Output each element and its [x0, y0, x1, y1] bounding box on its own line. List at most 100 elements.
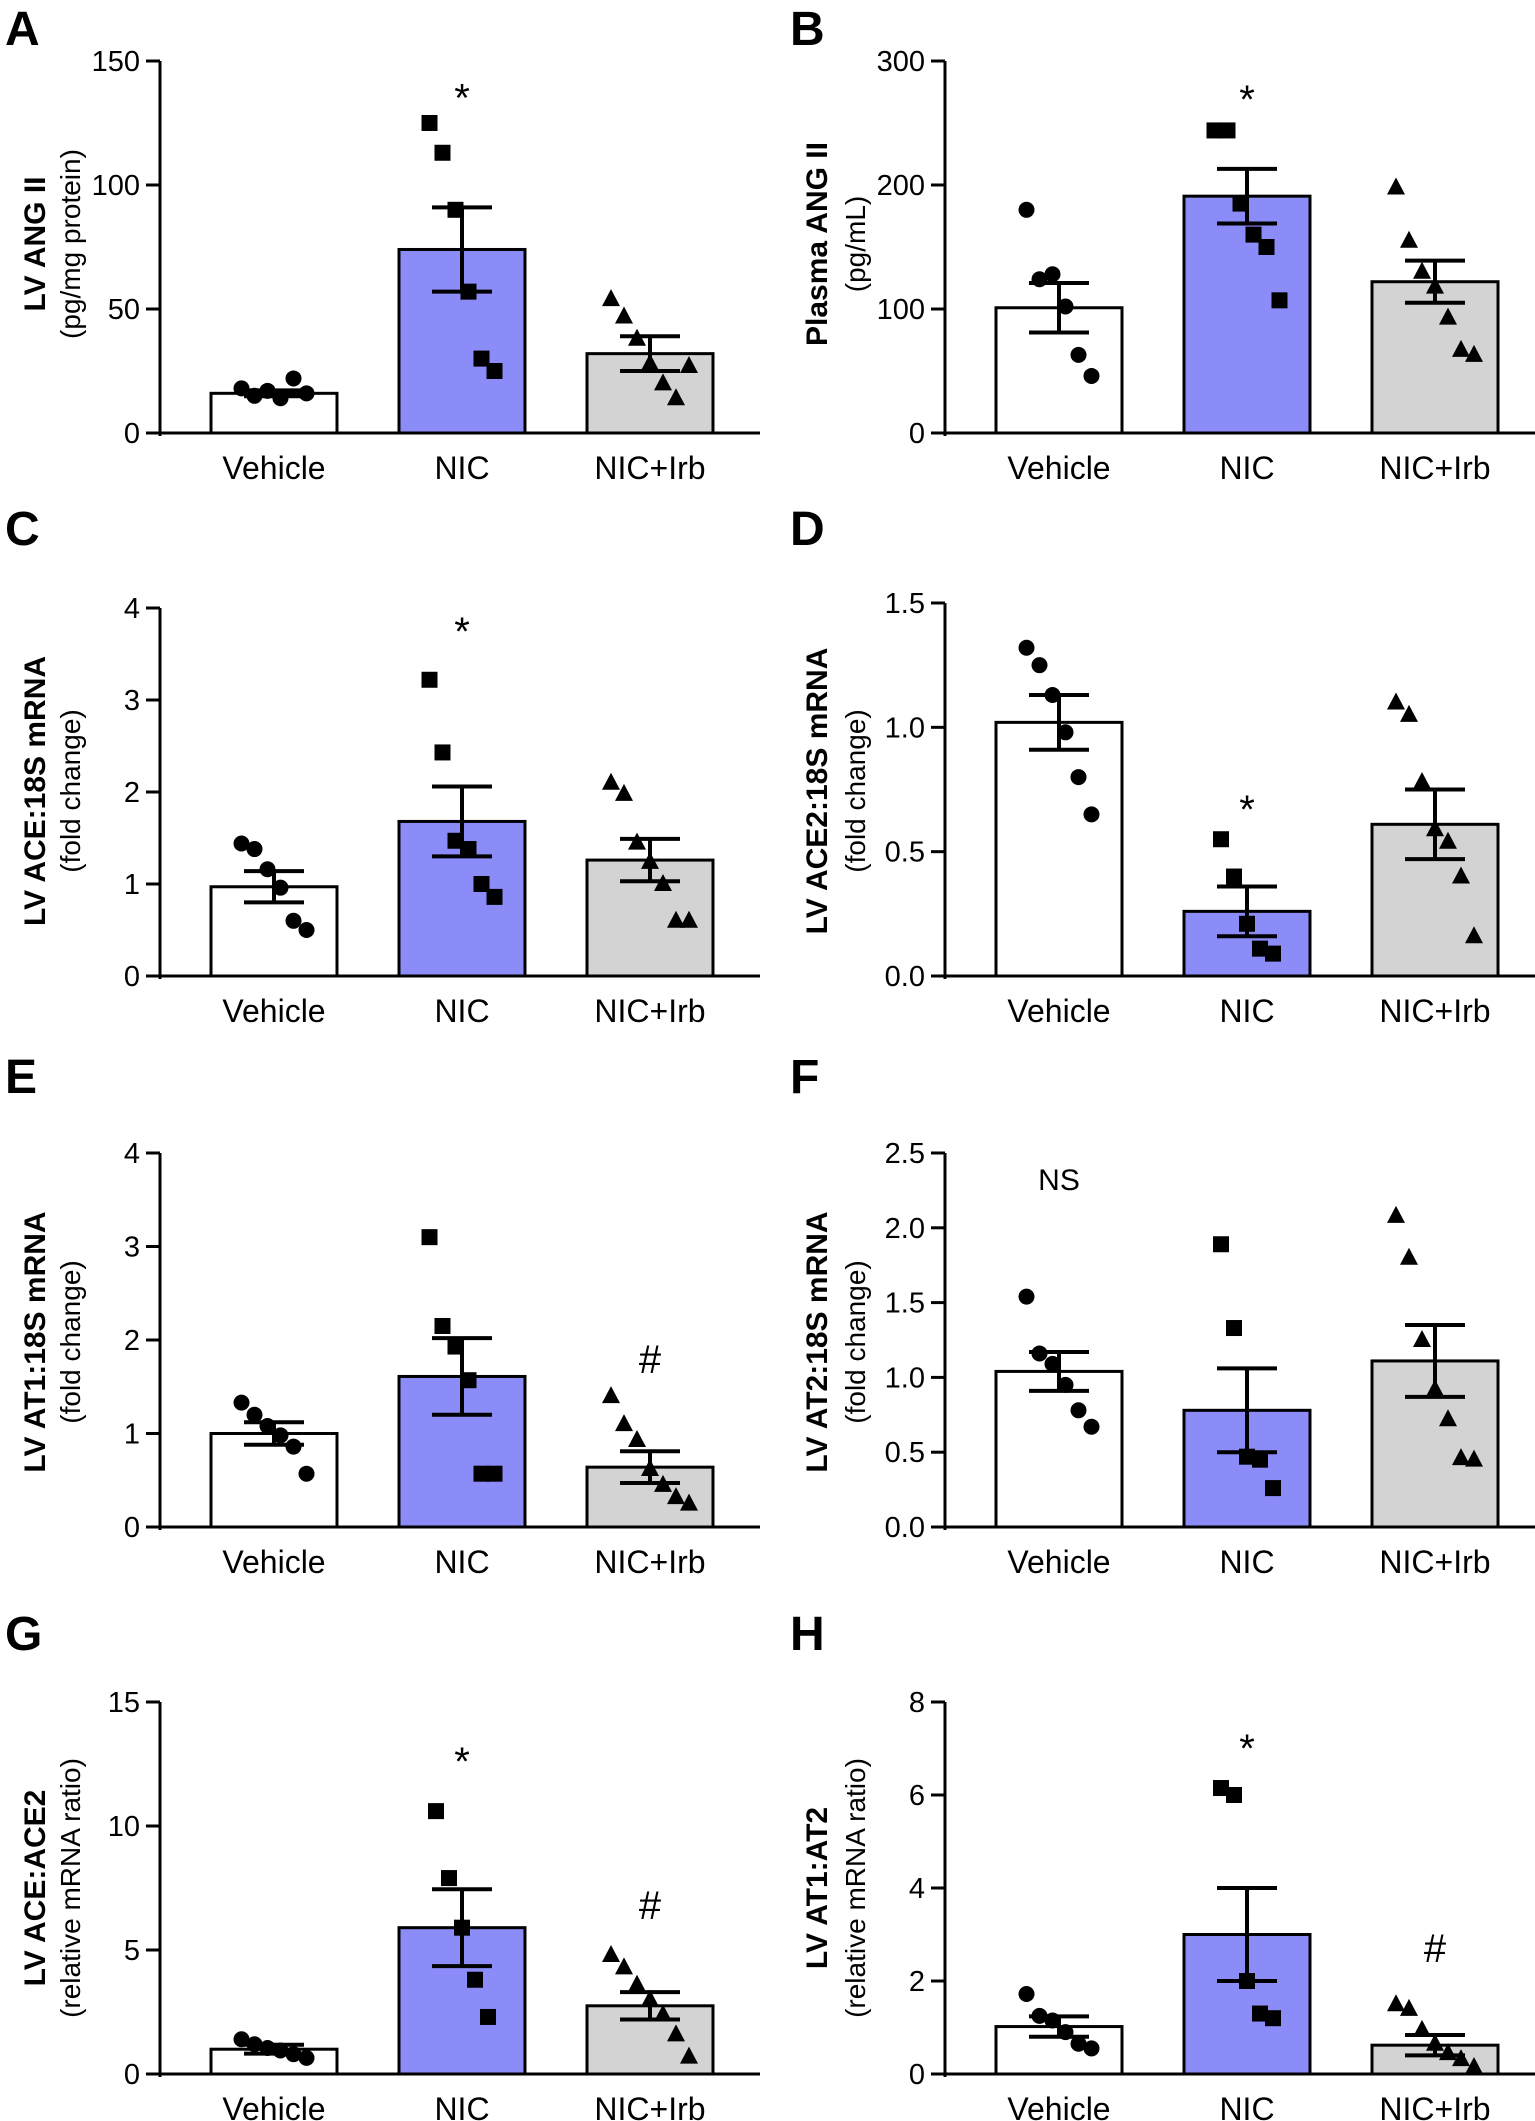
data-point	[667, 1487, 685, 1505]
y-tick-label: 1	[124, 1419, 140, 1451]
ns-label: NS	[1038, 1164, 1080, 1197]
y-axis-title: LV ANG II	[19, 177, 52, 312]
x-category-label: NIC	[434, 2091, 489, 2121]
data-point	[1265, 945, 1281, 962]
x-category-label: Vehicle	[222, 993, 325, 1029]
data-point	[473, 876, 490, 892]
data-point	[1245, 226, 1262, 243]
data-point	[654, 373, 672, 391]
data-point	[615, 306, 633, 324]
data-point	[1226, 868, 1242, 885]
data-point	[1452, 1448, 1470, 1466]
significance-mark: *	[454, 610, 470, 654]
data-point	[272, 879, 289, 896]
data-point	[1057, 298, 1074, 315]
data-point	[680, 1493, 698, 1511]
data-point	[447, 832, 464, 849]
y-tick-label: 8	[909, 1687, 925, 1719]
y-axis-subtitle: (fold change)	[55, 1260, 86, 1423]
data-point	[1213, 1780, 1229, 1797]
data-point	[602, 772, 620, 790]
data-point	[441, 1870, 457, 1887]
data-point	[680, 2046, 698, 2064]
data-point	[1400, 1247, 1418, 1265]
data-point	[1400, 704, 1418, 722]
data-point	[1426, 1379, 1444, 1397]
data-point	[1413, 772, 1431, 790]
panel-letter: A	[5, 3, 40, 56]
x-category-label: NIC	[1219, 2091, 1274, 2121]
y-tick-label: 2.0	[885, 1213, 925, 1245]
data-point	[1465, 926, 1483, 944]
data-point	[628, 1430, 646, 1448]
significance-mark: *	[1239, 78, 1255, 122]
x-category-label: Vehicle	[1007, 450, 1110, 486]
data-point	[1213, 831, 1229, 848]
data-point	[246, 2036, 263, 2053]
bar	[209, 1432, 339, 1529]
x-category-label: Vehicle	[222, 2091, 325, 2121]
data-point	[1387, 692, 1405, 710]
data-point	[1426, 2033, 1444, 2051]
significance-mark: *	[1239, 788, 1255, 832]
plot-area-e: 0 1 2 3 4 Vehicle NIC NIC+Irb #	[124, 1138, 760, 1580]
y-tick-label: 1.5	[885, 588, 925, 620]
panel-d: D LV ACE2:18S mRNA (fold change) 0.0 0.5 1…	[790, 503, 1535, 1029]
y-tick-label: 2	[124, 777, 140, 809]
data-point	[1452, 2049, 1470, 2067]
data-point	[421, 1229, 438, 1246]
data-point	[272, 1427, 289, 1444]
y-tick-label: 5	[124, 1935, 140, 1967]
y-tick-label: 0.5	[885, 1437, 925, 1469]
data-point	[1070, 2035, 1087, 2052]
panel-letter: B	[790, 3, 825, 56]
data-point	[1265, 2010, 1281, 2027]
data-point	[1387, 1994, 1405, 2012]
data-point	[473, 1465, 490, 1482]
y-tick-label: 0.0	[885, 961, 925, 993]
data-point	[1018, 639, 1035, 656]
data-point	[1018, 1288, 1035, 1305]
data-point	[421, 115, 438, 131]
x-category-label: Vehicle	[1007, 993, 1110, 1029]
data-point	[473, 350, 490, 367]
plot-area-b: 0 100 200 300 Vehicle NIC NIC+Irb *	[877, 46, 1535, 486]
panel-letter: G	[5, 1608, 42, 1661]
y-tick-label: 100	[92, 170, 140, 202]
panel-b: B Plasma ANG II (pg/mL) 0 100 200 300 Vehicl…	[790, 3, 1535, 486]
data-point	[272, 2042, 289, 2059]
data-point	[615, 1414, 633, 1432]
data-point	[1083, 2040, 1100, 2057]
data-point	[233, 2031, 250, 2048]
data-point	[285, 2046, 302, 2063]
y-tick-label: 0.5	[885, 837, 925, 869]
bar	[994, 1369, 1124, 1529]
y-axis-subtitle: (fold change)	[840, 1260, 871, 1423]
data-point	[667, 388, 685, 406]
y-axis-title: LV AT2:18S mRNA	[801, 1211, 834, 1472]
data-point	[486, 1465, 503, 1482]
data-point	[285, 1438, 302, 1455]
data-point	[486, 888, 503, 905]
x-category-label: NIC+Irb	[594, 450, 705, 486]
data-point	[1265, 1480, 1281, 1497]
y-tick-label: 1	[124, 869, 140, 901]
x-category-label: Vehicle	[1007, 2091, 1110, 2121]
y-tick-label: 0	[909, 418, 925, 450]
data-point	[641, 353, 659, 371]
data-point	[259, 861, 276, 878]
data-point	[298, 2049, 315, 2066]
data-point	[1206, 122, 1223, 139]
x-category-label: NIC	[1219, 450, 1274, 486]
y-tick-label: 0	[124, 418, 140, 450]
y-tick-label: 4	[124, 1138, 140, 1170]
data-point	[454, 1919, 470, 1936]
data-point	[628, 328, 646, 346]
y-axis-subtitle: (fold change)	[840, 709, 871, 872]
data-point	[1387, 1205, 1405, 1223]
y-tick-label: 4	[909, 1873, 925, 1905]
data-point	[467, 1971, 483, 1988]
data-point	[285, 912, 302, 929]
data-point	[1400, 1998, 1418, 2016]
data-point	[1465, 1449, 1483, 1467]
